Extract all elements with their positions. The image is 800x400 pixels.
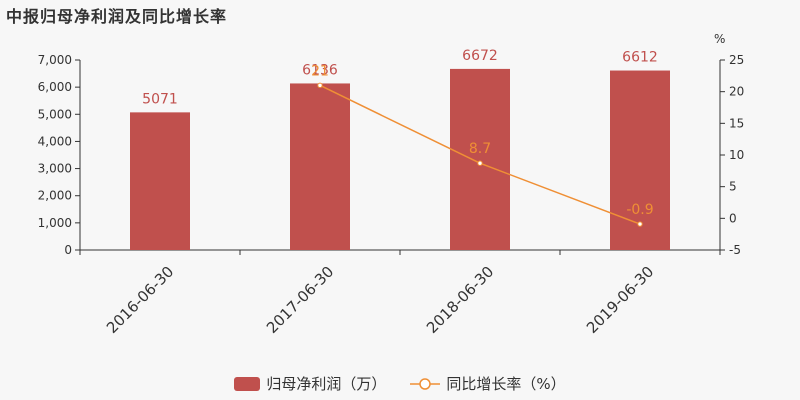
left-tick-label: 5,000: [38, 107, 72, 121]
chart-title: 中报归母净利润及同比增长率: [6, 7, 228, 26]
bar-net-profit: [610, 70, 670, 250]
bar-value-label: 5071: [142, 91, 178, 107]
x-tick-label: 2017-06-30: [263, 263, 337, 337]
right-tick-label: 20: [729, 85, 744, 99]
legend-label-net-profit: 归母净利润（万）: [266, 375, 387, 393]
left-tick-label: 3,000: [38, 162, 72, 176]
chart-legend: 归母净利润（万） 同比增长率（%）: [0, 373, 800, 394]
growth-rate-value-label: -0.9: [626, 202, 653, 218]
growth-rate-point: [477, 160, 483, 166]
left-tick-label: 2,000: [38, 189, 72, 203]
left-tick-label: 4,000: [38, 134, 72, 148]
right-tick-label: -5: [729, 243, 741, 257]
growth-rate-value-label: 21: [311, 63, 329, 79]
x-tick-label: 2019-06-30: [583, 263, 657, 337]
left-tick-label: 6,000: [38, 80, 72, 94]
legend-item-net-profit[interactable]: 归母净利润（万）: [234, 373, 386, 394]
x-tick-label: 2018-06-30: [423, 263, 497, 337]
bar-net-profit: [450, 68, 510, 250]
legend-item-growth-rate[interactable]: 同比增长率（%）: [410, 373, 566, 394]
growth-rate-value-label: 8.7: [469, 141, 491, 157]
bar-value-label: 6612: [622, 50, 658, 66]
right-axis-unit: %: [714, 32, 725, 46]
x-tick-label: 2016-06-30: [103, 263, 177, 337]
legend-label-growth-rate: 同比增长率（%）: [446, 375, 566, 393]
legend-bar-swatch: [234, 376, 261, 391]
right-tick-label: 15: [729, 116, 744, 130]
left-tick-label: 7,000: [38, 53, 72, 67]
growth-rate-point: [317, 82, 323, 89]
right-tick-label: 10: [729, 148, 744, 162]
growth-rate-point: [637, 221, 643, 227]
bar-value-label: 6672: [462, 48, 498, 64]
right-tick-label: 0: [729, 211, 737, 225]
left-tick-label: 0: [64, 243, 72, 257]
bar-net-profit: [290, 83, 350, 250]
bar-value-label: 6136: [302, 62, 338, 78]
right-tick-label: 5: [729, 180, 737, 194]
right-tick-label: 25: [729, 53, 744, 67]
bar-net-profit: [130, 112, 190, 250]
legend-line-swatch: [410, 377, 441, 390]
left-tick-label: 1,000: [38, 216, 72, 230]
